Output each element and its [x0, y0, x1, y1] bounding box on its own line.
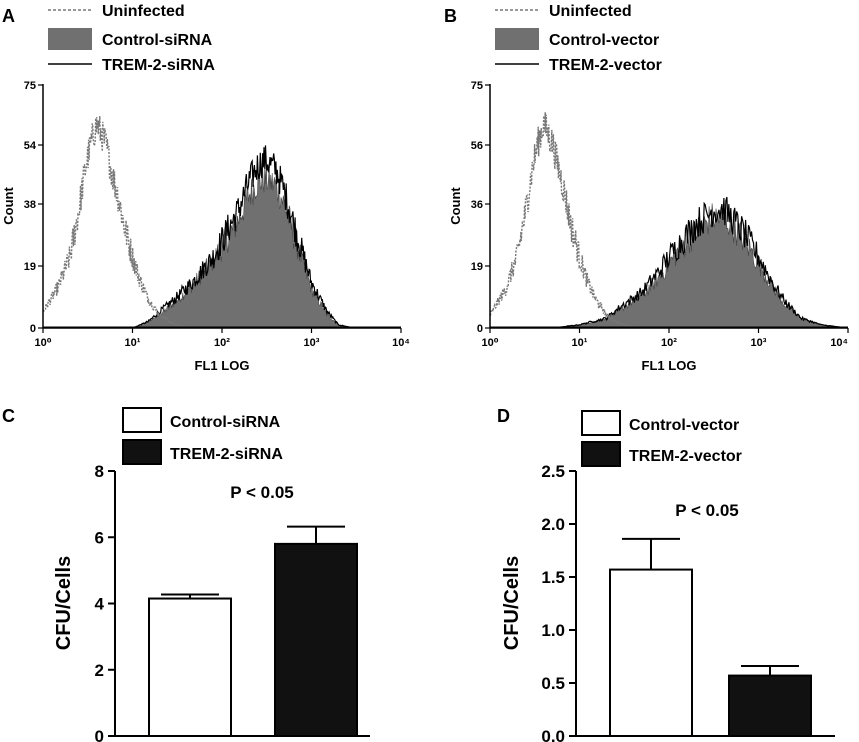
legend-b-swatch-1: [495, 28, 539, 50]
legend-c-item-0: Control-siRNA: [170, 414, 281, 431]
panel-a: A Uninfected Control-siRNA TREM-2-siRNA …: [1, 3, 410, 373]
y-axis-label-d: CFU/Cells: [501, 556, 523, 650]
annotation-c: P < 0.05: [230, 483, 294, 502]
histA-series-0-line: [42, 115, 196, 329]
histB-series-2-line: [552, 196, 849, 329]
y-tick-label-a-3: 54: [24, 140, 37, 152]
panel-label-b: B: [444, 6, 457, 26]
x-ticks-a: 10⁰ 10¹ 10² 10³ 10⁴: [34, 328, 410, 349]
histA-series-2-line: [132, 145, 355, 329]
legend-d-swatch-1: [581, 441, 621, 467]
x-tick-label-a-1: 10¹: [125, 337, 141, 349]
legend-c-item-1: TREM-2-siRNA: [170, 446, 283, 463]
x-tick-label-a-3: 10³: [304, 337, 320, 349]
legend-c-swatch-0: [122, 407, 162, 433]
legend-d: Control-vector TREM-2-vector: [581, 410, 742, 467]
y-ticks-c: 0 2 4 6 8: [95, 462, 115, 742]
panel-label-d: D: [497, 406, 510, 426]
y-tick-label-b-1: 19: [471, 261, 483, 273]
legend-c-swatch-1: [122, 439, 162, 465]
legend-b-item-1: Control-vector: [549, 32, 659, 49]
y-tick-label-a-0: 0: [30, 323, 36, 335]
legend-a-item-0: Uninfected: [102, 3, 185, 20]
barsC-bar-1: [274, 542, 358, 737]
x-tick-label-b-1: 10¹: [572, 337, 588, 349]
x-axis-label-b: FL1 LOG: [642, 358, 697, 373]
y-tick-label-a-1: 19: [24, 261, 36, 273]
y-tick-label-d-2: 1.0: [541, 621, 565, 640]
x-axis-label-a: FL1 LOG: [195, 358, 250, 373]
y-tick-label-c-3: 6: [95, 529, 104, 548]
panel-label-c: C: [2, 406, 15, 426]
x-tick-label-b-2: 10²: [661, 337, 677, 349]
legend-a-item-1: Control-siRNA: [102, 32, 213, 49]
y-tick-label-b-0: 0: [477, 323, 483, 335]
x-tick-label-b-4: 10⁴: [830, 337, 848, 349]
y-tick-label-c-4: 8: [95, 462, 104, 481]
y-ticks-a: 0 19 38 54 75: [24, 80, 43, 335]
y-tick-label-b-2: 36: [471, 199, 483, 211]
x-tick-label-a-2: 10²: [214, 337, 230, 349]
bars-c: [148, 525, 358, 737]
x-ticks-b: 10⁰ 10¹ 10² 10³ 10⁴: [481, 328, 849, 349]
y-ticks-d: 0.0 0.5 1.0 1.5 2.0 2.5: [541, 462, 576, 742]
histogram-b: [489, 112, 849, 329]
y-tick-label-d-3: 1.5: [541, 568, 565, 587]
x-tick-label-b-0: 10⁰: [481, 337, 498, 349]
y-tick-label-a-4: 75: [24, 80, 36, 92]
annotation-d: P < 0.05: [675, 501, 739, 520]
panel-d: D Control-vector TREM-2-vector 0.0 0.5 1…: [497, 406, 835, 742]
x-tick-label-a-0: 10⁰: [34, 337, 51, 349]
y-tick-label-b-3: 56: [471, 140, 483, 152]
y-tick-label-d-0: 0.0: [541, 727, 565, 742]
legend-a-item-2: TREM-2-siRNA: [102, 57, 215, 74]
y-tick-label-d-1: 0.5: [541, 674, 565, 693]
y-tick-label-c-1: 2: [95, 661, 104, 680]
legend-c: Control-siRNA TREM-2-siRNA: [122, 407, 283, 465]
y-axis-label-c: CFU/Cells: [53, 556, 75, 650]
bars-d: [609, 537, 812, 738]
legend-b: Uninfected Control-vector TREM-2-vector: [495, 3, 662, 74]
barsD-bar-1: [728, 674, 812, 738]
x-tick-label-b-3: 10³: [751, 337, 767, 349]
histogram-a: [42, 115, 401, 329]
panel-c: C Control-siRNA TREM-2-siRNA 0 2 4 6 8 C…: [2, 406, 370, 742]
y-tick-label-c-0: 0: [95, 727, 104, 742]
y-tick-label-c-2: 4: [95, 595, 105, 614]
y-axis-label-b: Count: [448, 187, 463, 225]
histB-series-0-line: [489, 112, 643, 329]
panel-label-a: A: [2, 6, 15, 26]
legend-a: Uninfected Control-siRNA TREM-2-siRNA: [48, 3, 215, 74]
y-tick-label-d-4: 2.0: [541, 515, 565, 534]
panel-b: B Uninfected Control-vector TREM-2-vecto…: [444, 3, 849, 373]
legend-d-swatch-0: [581, 410, 621, 436]
legend-d-item-1: TREM-2-vector: [629, 448, 742, 465]
y-tick-label-a-2: 38: [24, 199, 36, 211]
y-ticks-b: 0 19 36 56 75: [471, 80, 490, 335]
y-axis-label-a: Count: [1, 187, 16, 225]
y-tick-label-d-5: 2.5: [541, 462, 565, 481]
legend-a-swatch-1: [48, 28, 92, 50]
legend-b-item-2: TREM-2-vector: [549, 57, 662, 74]
x-tick-label-a-4: 10⁴: [392, 337, 410, 349]
legend-b-item-0: Uninfected: [549, 3, 632, 20]
legend-d-item-0: Control-vector: [629, 417, 739, 434]
y-tick-label-b-4: 75: [471, 80, 483, 92]
barsC-bar-0: [148, 597, 232, 737]
barsD-bar-0: [609, 568, 693, 738]
